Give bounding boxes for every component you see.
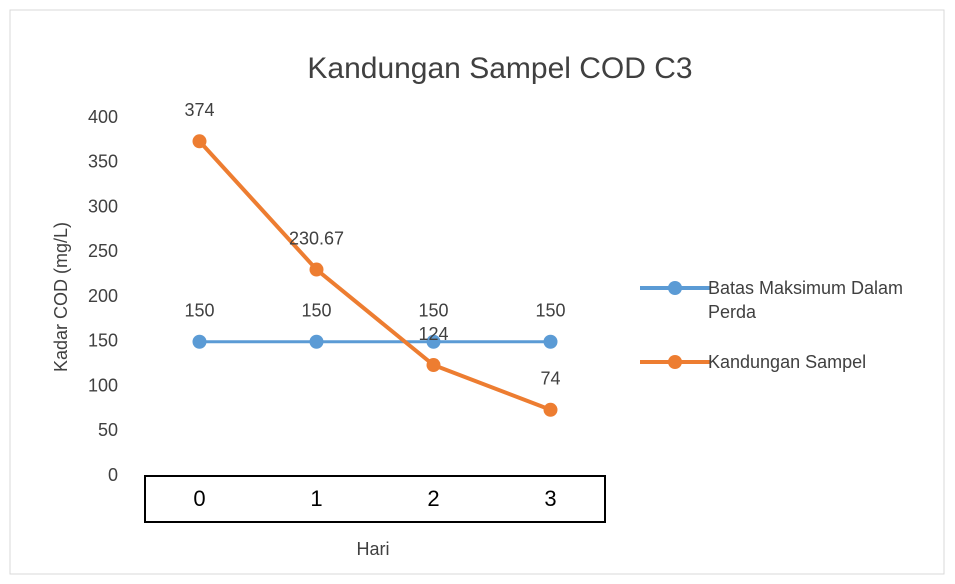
y-tick-label: 200	[88, 286, 118, 306]
x-label-box	[144, 475, 606, 523]
legend-marker	[668, 281, 682, 295]
x-tick-label: 0	[193, 486, 205, 511]
data-point	[543, 402, 558, 417]
data-point	[192, 334, 207, 349]
data-label: 150	[184, 301, 214, 321]
data-label: 150	[301, 301, 331, 321]
x-tick-label: 3	[544, 486, 556, 511]
data-point	[309, 334, 324, 349]
chart-border	[9, 9, 945, 575]
y-axis-label: Kadar COD (mg/L)	[51, 222, 71, 372]
data-label: 150	[535, 301, 565, 321]
data-label: 230.67	[289, 228, 344, 248]
y-tick-label: 250	[88, 241, 118, 261]
y-tick-label: 0	[108, 465, 118, 485]
x-axis-label: Hari	[356, 539, 389, 559]
y-tick-label: 400	[88, 107, 118, 127]
data-point	[543, 334, 558, 349]
x-tick-label: 2	[427, 486, 439, 511]
y-tick-label: 50	[98, 420, 118, 440]
legend-label: Kandungan Sampel	[708, 352, 867, 372]
data-point	[426, 358, 441, 373]
legend-marker	[668, 355, 682, 369]
x-tick-label: 1	[310, 486, 322, 511]
legend-label: Batas Maksimum Dalam Perda	[708, 278, 904, 322]
series-line	[198, 139, 552, 412]
data-point	[426, 334, 441, 349]
data-point	[192, 134, 207, 149]
data-label: 74	[540, 369, 560, 389]
data-label: 124	[418, 324, 448, 344]
y-tick-label: 300	[88, 196, 118, 216]
data-label: 374	[184, 100, 214, 120]
data-label: 150	[418, 301, 448, 321]
y-tick-label: 150	[88, 331, 118, 351]
y-tick-label: 350	[88, 152, 118, 172]
chart-title: Kandungan Sampel COD C3	[307, 52, 692, 85]
data-point	[309, 262, 324, 277]
y-tick-label: 100	[88, 375, 118, 395]
